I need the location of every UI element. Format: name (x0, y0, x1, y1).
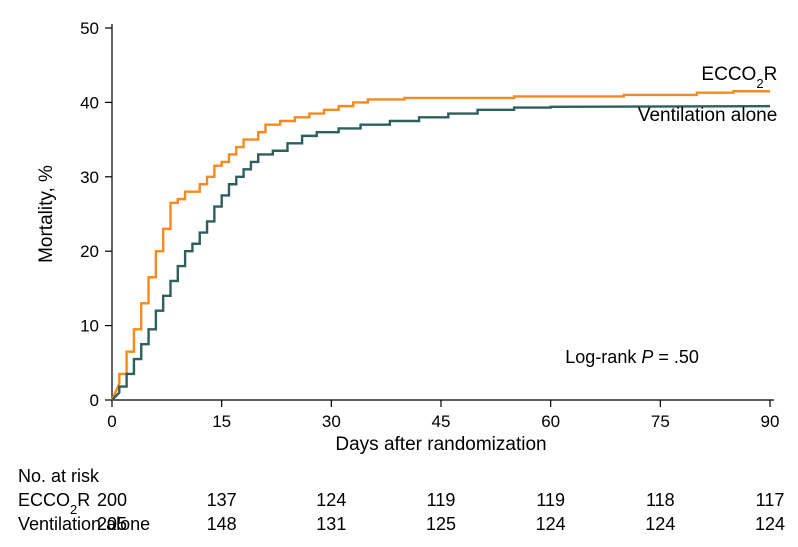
x-axis-title: Days after randomization (335, 434, 546, 455)
risk-value: 124 (536, 514, 566, 534)
x-tick-label: 90 (761, 412, 780, 431)
x-tick-label: 60 (541, 412, 560, 431)
risk-row-label-1: Ventilation alone (18, 514, 150, 534)
risk-value: 119 (427, 490, 456, 510)
logrank-annotation: Log-rank P = .50 (565, 347, 699, 367)
x-tick-label: 30 (322, 412, 341, 431)
risk-value: 124 (755, 514, 785, 534)
y-tick-label: 50 (80, 19, 99, 38)
risk-value: 125 (426, 514, 456, 534)
chart-background (0, 0, 798, 547)
x-tick-label: 15 (212, 412, 231, 431)
series-label-1: Ventilation alone (638, 105, 777, 126)
y-tick-label: 20 (80, 242, 99, 261)
risk-value: 205 (97, 514, 127, 534)
risk-value: 117 (756, 490, 785, 510)
x-tick-label: 0 (107, 412, 116, 431)
risk-value: 200 (97, 490, 127, 510)
risk-value: 131 (316, 514, 346, 534)
risk-value: 137 (207, 490, 237, 510)
risk-value: 124 (316, 490, 346, 510)
risk-value: 118 (646, 490, 675, 510)
y-tick-label: 0 (90, 391, 99, 410)
x-tick-label: 45 (432, 412, 451, 431)
y-tick-label: 40 (80, 93, 99, 112)
risk-value: 119 (536, 490, 565, 510)
risk-table-title: No. at risk (18, 466, 100, 486)
y-tick-label: 30 (80, 168, 99, 187)
x-tick-label: 75 (651, 412, 670, 431)
risk-value: 124 (645, 514, 675, 534)
y-axis-title: Mortality, % (36, 165, 57, 263)
risk-value: 148 (207, 514, 237, 534)
y-tick-label: 10 (80, 317, 99, 336)
